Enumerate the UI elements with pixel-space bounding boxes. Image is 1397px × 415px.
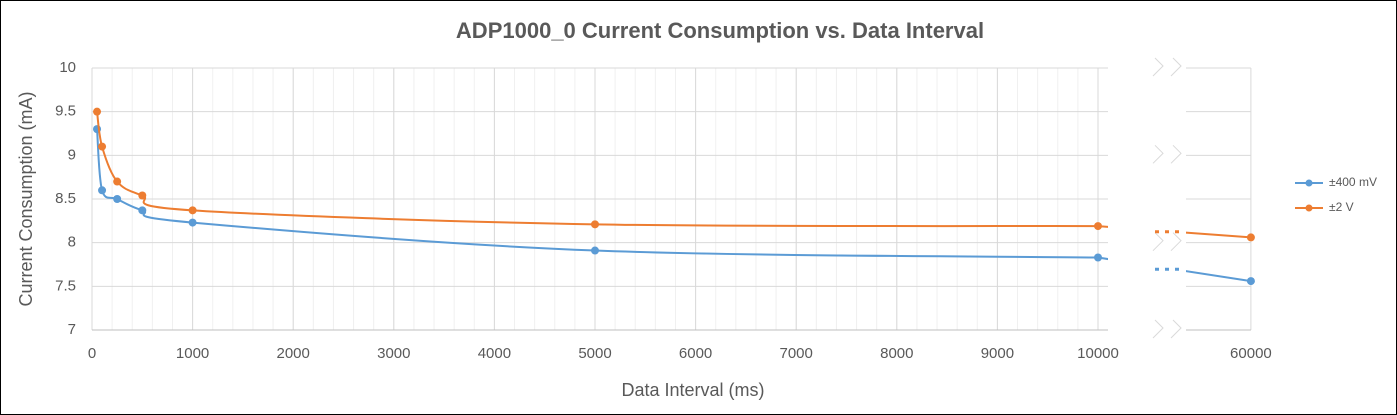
legend-label: ±2 V <box>1329 200 1354 214</box>
series-line <box>96 129 1252 283</box>
y-tick-label: 8.5 <box>55 190 76 207</box>
grid <box>91 57 1252 339</box>
point <box>188 206 197 215</box>
point <box>98 186 107 195</box>
y-tick-label: 7.5 <box>55 277 76 294</box>
point <box>113 195 122 203</box>
legend-marker <box>1305 179 1313 187</box>
y-tick-label: 9 <box>68 146 76 163</box>
y-axis-label: Current Consumption (mA) <box>16 91 36 306</box>
point <box>1246 233 1255 242</box>
point <box>1246 277 1255 286</box>
x-axis-label: Data Interval (ms) <box>621 380 764 400</box>
x-tick-label: 60000 <box>1230 345 1272 362</box>
y-tick-label: 8 <box>68 234 76 251</box>
x-tick-label: 9000 <box>981 345 1014 362</box>
point <box>1094 253 1102 262</box>
axis-break-mark <box>1152 232 1182 252</box>
x-tick-label: 4000 <box>478 345 511 362</box>
point <box>98 142 107 151</box>
chart-title: ADP1000_0 Current Consumption vs. Data I… <box>456 18 984 43</box>
point <box>188 218 197 227</box>
x-tick-label: 2000 <box>277 345 310 362</box>
axis-break-mark <box>1152 319 1182 339</box>
series-line <box>96 111 1251 239</box>
point <box>591 220 599 229</box>
x-tick-label: 6000 <box>679 345 712 362</box>
point <box>113 177 122 186</box>
x-tick-label: 5000 <box>578 345 611 362</box>
axis-break-gap <box>1108 58 1186 332</box>
x-tick-label: 0 <box>88 345 96 362</box>
x-tick-label: 10000 <box>1077 345 1119 362</box>
x-tick-label: 7000 <box>780 345 813 362</box>
legend-label: ±400 mV <box>1329 175 1377 189</box>
axis-break-mark <box>1152 57 1182 77</box>
point <box>93 107 102 116</box>
y-tick-label: 7 <box>68 321 76 338</box>
x-tick-label: 3000 <box>377 345 410 362</box>
legend-marker <box>1305 204 1313 212</box>
point <box>591 246 599 255</box>
plot <box>93 107 1255 286</box>
y-tick-label: 9.5 <box>55 103 76 120</box>
y-tick-label: 10 <box>59 59 76 76</box>
point <box>138 191 147 200</box>
point <box>138 206 147 215</box>
point <box>1094 222 1102 231</box>
x-tick-label: 1000 <box>176 345 209 362</box>
x-tick-label: 8000 <box>880 345 913 362</box>
axis-break-mark <box>1152 144 1182 164</box>
